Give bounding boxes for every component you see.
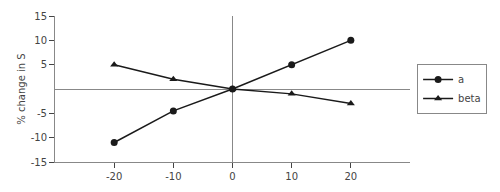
svg-text:% change in S: % change in S: [16, 53, 27, 124]
svg-text:a: a: [458, 74, 464, 85]
svg-text:beta: beta: [458, 93, 481, 104]
svg-text:0: 0: [229, 171, 235, 182]
svg-text:15: 15: [34, 11, 47, 22]
svg-text:20: 20: [344, 171, 357, 182]
svg-text:-10: -10: [165, 171, 181, 182]
svg-text:-5: -5: [37, 108, 47, 119]
svg-text:-15: -15: [31, 157, 47, 168]
svg-text:10: 10: [34, 35, 47, 46]
svg-text:5: 5: [41, 59, 47, 70]
svg-text:-20: -20: [106, 171, 122, 182]
svg-text:10: 10: [285, 171, 298, 182]
svg-text:-10: -10: [31, 132, 47, 143]
